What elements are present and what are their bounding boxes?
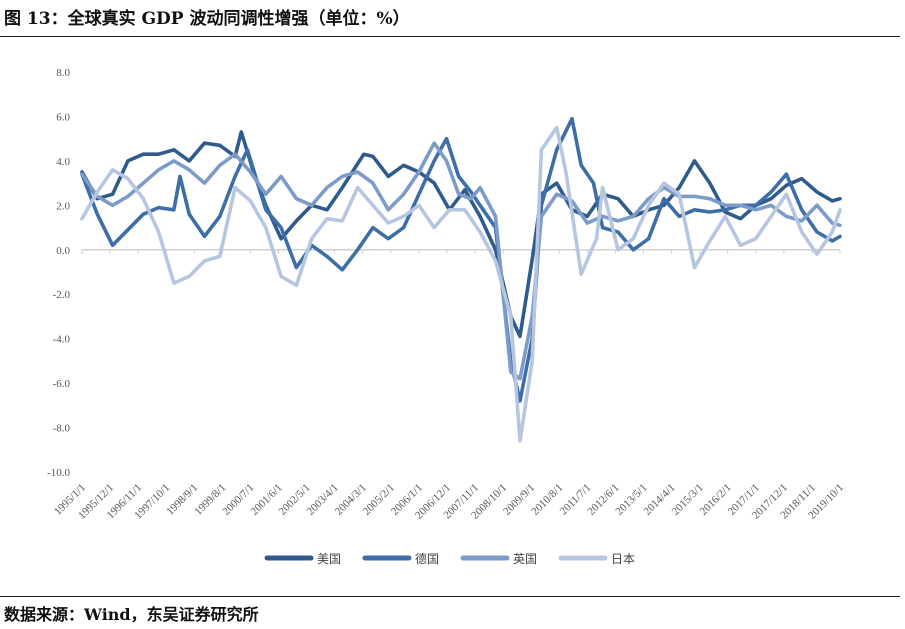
y-tick-label: -2.0: [53, 289, 71, 301]
y-tick-label: -4.0: [53, 334, 71, 346]
y-tick-label: -8.0: [53, 423, 71, 435]
legend-label: 英国: [513, 552, 537, 566]
legend-label: 美国: [317, 552, 341, 566]
y-tick-label: 6.0: [56, 111, 70, 123]
series-line-0: [80, 130, 842, 339]
series-line-3: [80, 125, 842, 443]
y-tick-label: -10.0: [47, 467, 70, 479]
y-tick-label: 2.0: [56, 200, 70, 212]
bottom-rule: [0, 596, 900, 597]
legend-label: 德国: [415, 551, 439, 566]
series-line-2: [80, 141, 842, 381]
figure-title: 图 13：全球真实 GDP 波动同调性增强（单位：%）: [4, 9, 410, 29]
y-tick-label: 8.0: [56, 67, 70, 79]
source-note: 数据来源：Wind，东吴证券研究所: [4, 605, 259, 624]
y-tick-label: 0.0: [56, 245, 70, 257]
y-tick-label: -6.0: [53, 378, 71, 390]
legend-label: 日本: [611, 552, 635, 566]
top-rule: [0, 36, 900, 37]
y-tick-label: 4.0: [56, 156, 70, 168]
series-line-1: [80, 116, 842, 403]
